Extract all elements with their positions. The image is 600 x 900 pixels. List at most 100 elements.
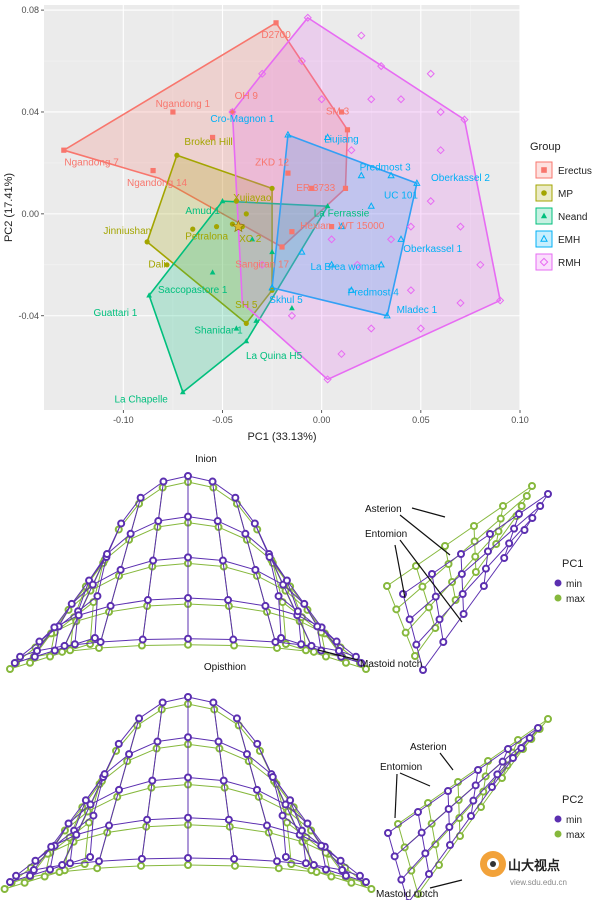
leader-line xyxy=(399,772,431,787)
wire-edge xyxy=(162,696,189,703)
landmark xyxy=(355,871,364,880)
specimen-label: UC 101 xyxy=(384,191,418,202)
legend-key xyxy=(535,253,553,271)
wire-edge xyxy=(487,739,519,762)
specimen-labels: D2700 OH 9 Ngandong 1 SM 3 Ngandong 7 Ngandon… xyxy=(64,30,490,405)
wire-edge xyxy=(213,709,240,726)
wire-edge xyxy=(73,800,87,831)
landmark xyxy=(441,542,449,550)
landmark xyxy=(253,739,262,748)
wire-edge xyxy=(278,595,299,612)
landmark xyxy=(479,787,488,796)
point-rmh xyxy=(327,235,336,244)
legend-marker xyxy=(539,257,549,267)
landmark xyxy=(500,554,509,562)
point-mp xyxy=(174,152,180,158)
wire-edge xyxy=(97,865,142,869)
wire-edge xyxy=(487,528,515,552)
point-emh xyxy=(357,171,366,179)
pca-scatter-panel: D2700 OH 9 Ngandong 1 SM 3 Ngandong 7 Ngandon… xyxy=(3,5,592,443)
group-hulls xyxy=(61,16,502,394)
landmark xyxy=(184,553,192,562)
wire-edge xyxy=(98,858,142,862)
landmark xyxy=(336,856,345,865)
wire-edge xyxy=(187,516,218,522)
pc2-lateral-min xyxy=(384,724,542,900)
landmark xyxy=(184,773,192,782)
wire-edge xyxy=(228,819,268,827)
specimen-label: Cro-Magnon 1 xyxy=(210,114,274,125)
landmark xyxy=(362,665,370,673)
specimen-label: SH 5 xyxy=(235,300,258,311)
point-erectus xyxy=(209,134,216,141)
wire-edge xyxy=(187,522,219,528)
landmark xyxy=(509,754,517,762)
wire-edge xyxy=(483,557,505,587)
landmark xyxy=(446,841,454,849)
legend-entry: EMH xyxy=(558,235,580,246)
wire-edge xyxy=(415,545,446,567)
landmark xyxy=(230,861,239,870)
wire-edge xyxy=(475,543,497,573)
landmark xyxy=(136,493,145,502)
x-tick-label: 0.10 xyxy=(511,415,529,425)
point-rmh xyxy=(496,296,505,305)
anatomy-label: Mastoid notch xyxy=(360,659,422,670)
specimen-label: La Quina H5 xyxy=(246,351,303,362)
pc2-posterior-min xyxy=(6,693,370,886)
landmark xyxy=(486,530,494,538)
specimen-label: Predmost 4 xyxy=(348,287,400,298)
wire-edge xyxy=(447,769,479,792)
wire-edge xyxy=(141,864,189,867)
landmark xyxy=(297,640,306,649)
wire-edge xyxy=(320,845,327,870)
wire-edge xyxy=(187,864,235,867)
landmark xyxy=(143,815,152,824)
legend-marker xyxy=(540,212,548,219)
wire-edge xyxy=(118,753,130,790)
wire-edge xyxy=(223,780,230,820)
wire-edge xyxy=(224,787,259,798)
landmark xyxy=(143,596,152,605)
wire-edge xyxy=(49,632,56,657)
wire-edge xyxy=(463,585,485,615)
landmark xyxy=(252,785,261,794)
wire-edge xyxy=(76,611,110,622)
landmark xyxy=(281,800,290,809)
landmark xyxy=(40,872,49,881)
landmark xyxy=(317,841,326,850)
wire-edge xyxy=(120,560,154,571)
point-erectus xyxy=(328,224,335,230)
landmark xyxy=(242,750,251,759)
landmark xyxy=(46,652,55,661)
legend-title: Group xyxy=(530,141,561,153)
wire-edge xyxy=(78,605,111,616)
wire-edge xyxy=(76,825,110,836)
point-rmh xyxy=(287,311,297,320)
point-rmh xyxy=(386,235,396,244)
point-neand xyxy=(179,389,186,395)
pc2-wireframe-panel xyxy=(0,693,552,900)
wire-edge xyxy=(254,569,266,607)
specimen-label: Predmost 3 xyxy=(360,163,412,174)
wire-edge xyxy=(477,748,509,771)
landmark xyxy=(431,624,440,632)
hull-rmh xyxy=(231,16,502,381)
wire-edge xyxy=(223,780,258,791)
landmark xyxy=(35,637,44,646)
specimen-label: Xujiayao xyxy=(233,193,272,204)
landmark xyxy=(504,745,512,753)
point-rmh xyxy=(476,260,485,269)
landmark xyxy=(357,659,366,667)
point-emh xyxy=(397,235,405,242)
landmark xyxy=(232,714,241,723)
wire-edge xyxy=(217,520,224,561)
point-rmh xyxy=(297,56,306,66)
wire-edge xyxy=(316,626,322,651)
wire-edge xyxy=(152,777,189,782)
landmark xyxy=(154,517,163,526)
wire-edge xyxy=(415,644,424,671)
point-rmh xyxy=(228,107,237,117)
wire-edge xyxy=(409,619,417,645)
landmark xyxy=(105,821,114,830)
